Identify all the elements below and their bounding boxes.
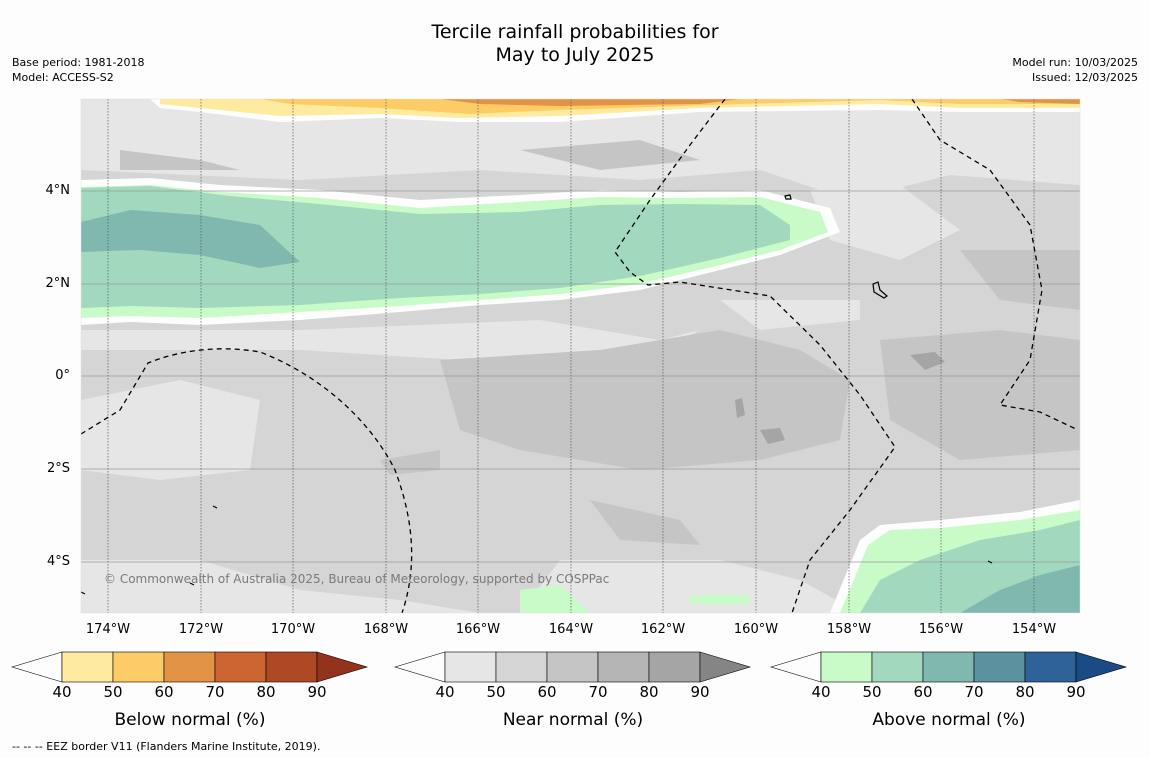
lat-label-4n: 4°N xyxy=(45,183,71,198)
colorbar-over-triangle xyxy=(316,651,369,683)
colorbar-tick-label: 40 xyxy=(811,683,831,701)
colorbar-segment xyxy=(1024,651,1077,683)
colorbar-under-triangle xyxy=(10,651,63,683)
colorbar-under-triangle xyxy=(393,651,446,683)
colorbar-near-normal xyxy=(393,651,752,683)
lon-label-174w: 174°W xyxy=(85,622,131,637)
colorbar-below-normal xyxy=(10,651,369,683)
colorbar-segment xyxy=(214,651,267,683)
colorbar-tick-label: 80 xyxy=(256,683,276,701)
colorbar-tick-label: 50 xyxy=(103,683,123,701)
eez-borders xyxy=(81,99,1079,613)
lon-label-160w: 160°W xyxy=(733,622,779,637)
lat-label-2n: 2°N xyxy=(45,276,71,291)
probability-fields xyxy=(81,99,1080,613)
colorbar-over-triangle xyxy=(1075,651,1128,683)
latitude-gridlines xyxy=(81,190,1080,563)
colorbar-segment xyxy=(112,651,165,683)
colorbar-segment xyxy=(973,651,1026,683)
lon-label-158w: 158°W xyxy=(826,622,872,637)
lon-label-156w: 156°W xyxy=(918,622,964,637)
colorbar-tick-label: 90 xyxy=(690,683,710,701)
colorbar-segment xyxy=(444,651,497,683)
colorbars xyxy=(10,651,1128,683)
colorbar-over-triangle xyxy=(699,651,752,683)
colorbar-tick-label: 90 xyxy=(1066,683,1086,701)
colorbar-tick-label: 60 xyxy=(913,683,933,701)
colorbar-segment xyxy=(922,651,975,683)
lon-label-166w: 166°W xyxy=(455,622,501,637)
colorbar-segment xyxy=(265,651,318,683)
colorbar-tick-label: 70 xyxy=(588,683,608,701)
lon-label-154w: 154°W xyxy=(1011,622,1057,637)
eez-footnote: -- -- -- EEZ border V11 (Flanders Marine… xyxy=(12,740,321,753)
lon-label-168w: 168°W xyxy=(363,622,409,637)
issued-label: Issued: 12/03/2025 xyxy=(1031,71,1138,84)
colorbar-tick-label: 40 xyxy=(52,683,72,701)
colorbar-segment xyxy=(597,651,650,683)
colorbar-segment xyxy=(820,651,873,683)
lon-label-172w: 172°W xyxy=(178,622,224,637)
base-period-label: Base period: 1981-2018 xyxy=(12,56,145,69)
colorbar-segment xyxy=(61,651,114,683)
colorbar-tick-label: 70 xyxy=(964,683,984,701)
colorbar-title-near: Near normal (%) xyxy=(502,710,644,730)
colorbar-title-above: Above normal (%) xyxy=(872,710,1026,730)
lat-label-4s: 4°S xyxy=(46,554,70,569)
islands xyxy=(80,194,993,595)
copyright-note: © Commonwealth of Australia 2025, Bureau… xyxy=(104,572,610,586)
colorbar-segment xyxy=(648,651,701,683)
colorbar-segment xyxy=(546,651,599,683)
colorbar-tick-label: 40 xyxy=(435,683,455,701)
lon-label-164w: 164°W xyxy=(548,622,594,637)
lon-label-162w: 162°W xyxy=(640,622,686,637)
colorbar-segment xyxy=(495,651,548,683)
colorbar-segment xyxy=(163,651,216,683)
colorbar-above-normal xyxy=(769,651,1128,683)
colorbar-tick-label: 50 xyxy=(486,683,506,701)
colorbar-tick-label: 80 xyxy=(639,683,659,701)
colorbar-tick-label: 60 xyxy=(537,683,557,701)
colorbar-under-triangle xyxy=(769,651,822,683)
colorbar-tick-label: 50 xyxy=(862,683,882,701)
lat-label-2s: 2°S xyxy=(46,461,70,476)
model-label: Model: ACCESS-S2 xyxy=(12,71,114,84)
colorbar-segment xyxy=(871,651,924,683)
model-run-label: Model run: 10/03/2025 xyxy=(1012,56,1138,69)
colorbar-tick-label: 80 xyxy=(1015,683,1035,701)
chart-title-line1: Tercile rainfall probabilities for xyxy=(431,21,719,43)
colorbar-title-below: Below normal (%) xyxy=(114,710,266,730)
lon-label-170w: 170°W xyxy=(270,622,316,637)
colorbar-tick-label: 60 xyxy=(154,683,174,701)
colorbar-tick-label: 90 xyxy=(307,683,327,701)
colorbar-tick-label: 70 xyxy=(205,683,225,701)
lat-label-0: 0° xyxy=(55,368,70,383)
chart-title-line2: May to July 2025 xyxy=(495,44,655,66)
